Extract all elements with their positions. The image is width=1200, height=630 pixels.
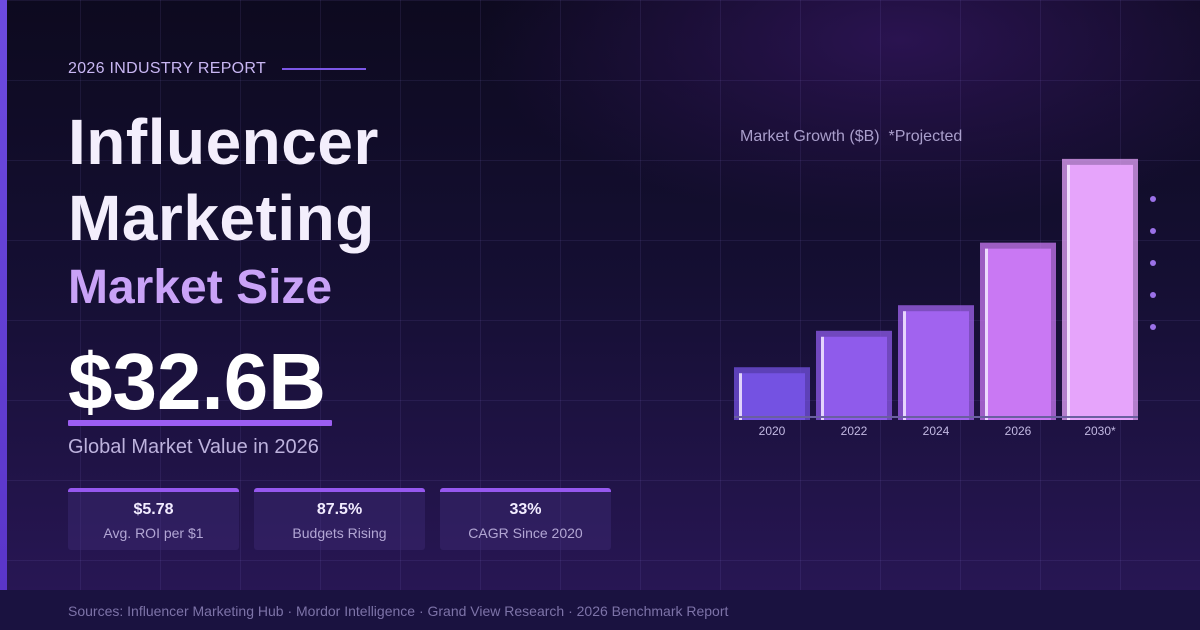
stat-value: 33% <box>509 501 542 518</box>
chart-title: Market Growth ($B) *Projected <box>740 128 962 146</box>
eyebrow: 2026 INDUSTRY REPORT <box>68 60 367 78</box>
market-growth-chart: 2020 2022 2024 2026 2030* <box>734 158 1138 438</box>
x-tick-label: 2022 <box>841 424 868 438</box>
chart-title-text: Market Growth ($B) <box>740 128 880 145</box>
stat-value: 87.5% <box>316 501 363 518</box>
stat-label: CAGR Since 2020 <box>468 525 583 541</box>
x-tick-label: 2024 <box>923 424 950 438</box>
headline-line-2: Marketing <box>68 182 375 254</box>
footer-sources: Sources: Influencer Marketing Hub · Mord… <box>68 603 729 619</box>
eyebrow-text: 2026 INDUSTRY REPORT <box>68 60 267 77</box>
dot <box>1150 260 1156 266</box>
dot <box>1150 228 1156 234</box>
eyebrow-line <box>282 68 367 70</box>
bar-2020 <box>734 367 810 420</box>
stat-label: Avg. ROI per $1 <box>103 525 204 541</box>
stat-card-budgets: 87.5% Budgets Rising <box>254 488 425 550</box>
headline: Influencer Marketing <box>68 104 379 256</box>
footer: Sources: Influencer Marketing Hub · Mord… <box>0 590 1200 630</box>
decorative-dots <box>1150 196 1156 356</box>
bar-2030* <box>1062 158 1138 420</box>
market-value-underline <box>68 420 332 426</box>
chart-subtitle: *Projected <box>888 128 963 145</box>
headline-line-1: Influencer <box>68 106 379 178</box>
bar-2022 <box>816 330 892 420</box>
market-value-caption: Global Market Value in 2026 <box>68 436 319 458</box>
stat-card-roi: $5.78 Avg. ROI per $1 <box>68 488 239 550</box>
bar-2024 <box>898 305 974 420</box>
dot <box>1150 196 1156 202</box>
subhead: Market Size <box>68 261 333 314</box>
dot <box>1150 292 1156 298</box>
x-tick-label: 2030* <box>1084 424 1116 438</box>
stat-label: Budgets Rising <box>292 525 387 541</box>
x-tick-label: 2020 <box>759 424 786 438</box>
bar-2026 <box>980 242 1056 420</box>
stat-value: $5.78 <box>133 501 174 518</box>
stat-card-cagr: 33% CAGR Since 2020 <box>440 488 611 550</box>
x-tick-label: 2026 <box>1005 424 1032 438</box>
market-value: $32.6B <box>68 337 326 426</box>
dot <box>1150 324 1156 330</box>
left-accent-bar <box>0 0 7 590</box>
